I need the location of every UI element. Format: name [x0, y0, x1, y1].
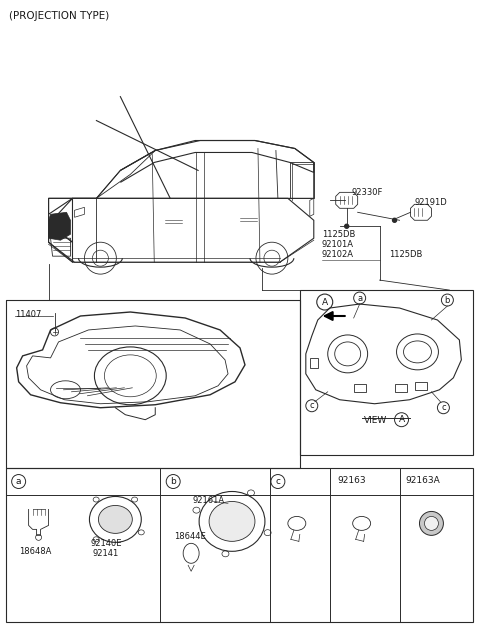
Text: b: b — [170, 477, 176, 486]
Bar — [6, 468, 473, 622]
Text: 92191D: 92191D — [415, 198, 447, 208]
Text: 92161A: 92161A — [192, 497, 224, 505]
Text: 92141: 92141 — [93, 550, 119, 558]
Text: 92140E: 92140E — [90, 540, 122, 548]
Text: 1125DB: 1125DB — [322, 230, 355, 239]
Text: 11407: 11407 — [15, 310, 41, 319]
Ellipse shape — [98, 505, 132, 533]
Circle shape — [345, 224, 348, 228]
Bar — [354, 384, 366, 392]
Text: a: a — [357, 293, 362, 302]
Text: c: c — [276, 477, 280, 486]
Text: a: a — [16, 477, 22, 486]
Text: 18644E: 18644E — [174, 533, 206, 541]
Text: 92102A: 92102A — [322, 250, 354, 259]
Text: A: A — [398, 415, 405, 424]
Circle shape — [420, 512, 444, 535]
Bar — [395, 384, 407, 392]
Bar — [310, 358, 318, 368]
Polygon shape — [48, 212, 71, 240]
Bar — [416, 382, 428, 390]
Bar — [6, 300, 300, 468]
Text: A: A — [322, 298, 328, 307]
Text: 18648A: 18648A — [19, 547, 51, 557]
Text: b: b — [444, 295, 450, 305]
Text: (PROJECTION TYPE): (PROJECTION TYPE) — [9, 11, 109, 21]
Text: 92101A: 92101A — [322, 240, 354, 249]
Ellipse shape — [209, 502, 255, 541]
Text: 92330F: 92330F — [352, 189, 383, 198]
Text: c: c — [441, 403, 446, 412]
Circle shape — [424, 516, 438, 531]
Circle shape — [393, 218, 396, 222]
Text: 92163A: 92163A — [406, 476, 440, 485]
Text: c: c — [310, 401, 314, 410]
Text: 1125DB: 1125DB — [390, 250, 423, 259]
Text: 92163: 92163 — [338, 476, 366, 485]
Bar — [300, 290, 473, 454]
Circle shape — [50, 328, 59, 336]
Text: VIEW: VIEW — [364, 416, 387, 425]
